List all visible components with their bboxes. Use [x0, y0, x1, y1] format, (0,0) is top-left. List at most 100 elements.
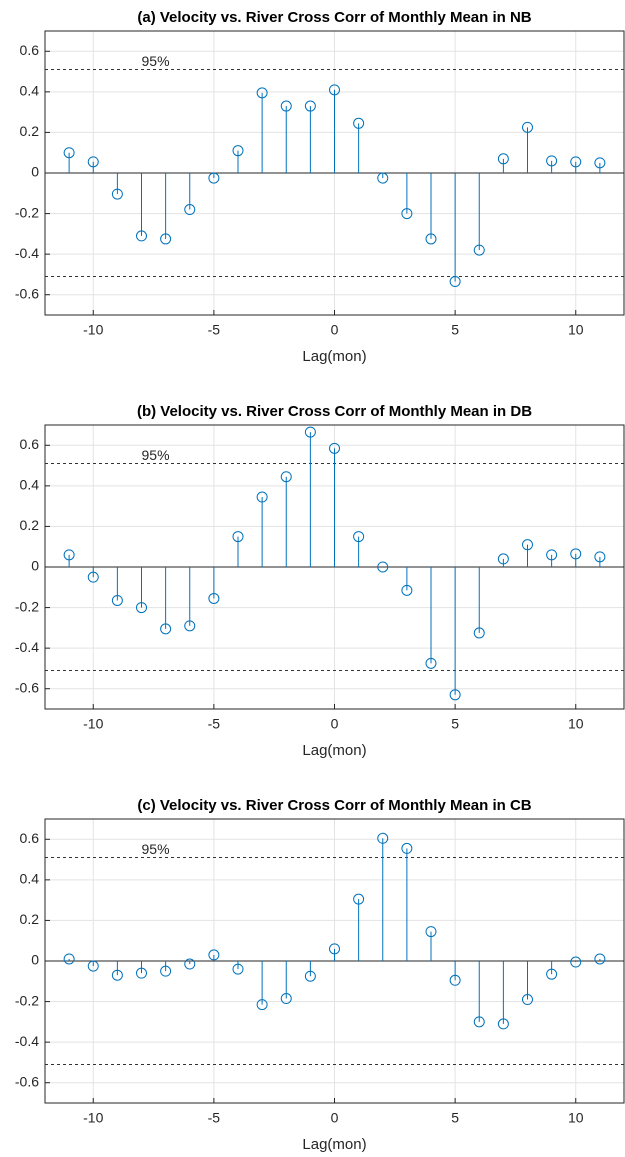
x-tick-label: -10	[83, 1110, 103, 1126]
x-axis-label: Lag(mon)	[302, 1136, 366, 1153]
x-tick-label: 0	[331, 716, 339, 732]
stem-marker	[522, 539, 533, 551]
stem-marker	[111, 188, 123, 200]
y-tick-label: 0.4	[20, 477, 40, 493]
y-tick-label: 0.6	[20, 436, 40, 452]
y-tick-label: -0.6	[15, 1073, 39, 1089]
y-tick-label: -0.4	[15, 245, 39, 261]
y-tick-label: -0.4	[15, 639, 39, 655]
stem-marker	[473, 1016, 485, 1028]
stem-marker	[304, 970, 316, 982]
stem-marker	[401, 584, 413, 596]
stem-marker	[232, 145, 244, 157]
stem-marker	[304, 426, 316, 438]
stem-marker	[401, 208, 413, 220]
y-tick-label: 0.6	[20, 42, 40, 58]
x-tick-label: -10	[83, 716, 103, 732]
x-tick-label: 0	[331, 1110, 339, 1126]
stem-marker	[377, 832, 389, 844]
stem-marker	[425, 926, 437, 938]
stem-marker	[87, 960, 99, 972]
y-tick-label: -0.2	[15, 992, 39, 1008]
stem-marker	[111, 594, 123, 606]
stem-marker	[184, 958, 196, 970]
x-tick-label: -5	[208, 716, 221, 732]
stem-marker	[570, 548, 582, 560]
stem-marker	[256, 87, 268, 99]
stem-marker	[160, 623, 172, 635]
reference-label: 95%	[142, 841, 170, 857]
x-tick-label: 10	[568, 716, 584, 732]
stem-marker	[184, 204, 196, 216]
y-tick-label: 0	[31, 558, 39, 574]
y-tick-label: -0.2	[15, 598, 39, 614]
stem-marker	[136, 602, 147, 614]
stem-marker	[570, 956, 582, 968]
stem-marker	[497, 153, 509, 165]
y-tick-label: 0.2	[20, 517, 40, 533]
stem-marker	[329, 84, 340, 96]
chart-title: (c) Velocity vs. River Cross Corr of Mon…	[137, 797, 531, 814]
stem-marker	[280, 471, 292, 483]
stem-marker	[546, 155, 558, 167]
x-axis-label: Lag(mon)	[302, 348, 366, 365]
stem-marker	[594, 551, 606, 563]
stem-marker	[473, 244, 485, 256]
x-tick-label: 10	[568, 322, 584, 338]
panel: -0.6 -0.4 -0.2 0 0.2 0.4 0.6 -10 -5 0 5 10 95% (b) Ve…	[15, 403, 625, 759]
stem-marker	[546, 968, 558, 980]
stem-marker	[425, 233, 437, 245]
stem-marker	[304, 100, 316, 112]
stem-marker	[232, 531, 244, 543]
stem-marker	[87, 571, 99, 583]
stem-marker	[329, 943, 340, 955]
stem-marker	[449, 689, 461, 701]
y-tick-label: 0	[31, 952, 39, 968]
x-tick-label: 5	[451, 322, 459, 338]
stem-marker	[353, 531, 365, 543]
y-tick-label: 0.4	[20, 871, 40, 887]
x-axis-label: Lag(mon)	[302, 742, 366, 759]
stem-marker	[184, 620, 196, 632]
panel: -0.6 -0.4 -0.2 0 0.2 0.4 0.6 -10 -5 0 5 10 95% (c) Ve…	[15, 797, 625, 1153]
stem-marker	[522, 121, 533, 133]
stem-marker	[401, 842, 413, 854]
x-tick-label: 0	[331, 322, 339, 338]
y-tick-label: 0.6	[20, 830, 40, 846]
stem-marker	[160, 233, 172, 245]
stem-marker	[280, 100, 292, 112]
stem-marker	[63, 147, 75, 159]
stem-marker	[570, 156, 582, 168]
stem-marker	[87, 156, 99, 168]
stem-marker	[473, 627, 485, 639]
stem-marker	[522, 994, 533, 1006]
stem-marker	[280, 993, 292, 1005]
y-tick-label: 0.2	[20, 123, 40, 139]
stem-marker	[208, 592, 220, 604]
stem-marker	[136, 230, 147, 242]
stem-marker	[497, 1018, 509, 1030]
x-tick-label: -10	[83, 322, 103, 338]
stem-marker	[425, 657, 437, 669]
chart-title: (b) Velocity vs. River Cross Corr of Mon…	[137, 403, 532, 420]
y-tick-label: -0.2	[15, 204, 39, 220]
reference-label: 95%	[142, 53, 170, 69]
stem-marker	[160, 965, 172, 977]
x-tick-label: -5	[208, 1110, 221, 1126]
stem-marker	[63, 953, 75, 965]
stem-marker	[546, 549, 558, 561]
y-tick-label: -0.4	[15, 1033, 39, 1049]
stem-marker	[353, 117, 365, 129]
stem-marker	[232, 963, 244, 975]
reference-label: 95%	[142, 447, 170, 463]
stem-marker	[111, 969, 123, 981]
stem-marker	[208, 949, 220, 961]
stem-marker	[449, 974, 461, 986]
y-tick-label: 0.2	[20, 911, 40, 927]
x-tick-label: 5	[451, 1110, 459, 1126]
x-tick-label: 10	[568, 1110, 584, 1126]
stem-marker	[63, 549, 75, 561]
y-tick-label: 0	[31, 164, 39, 180]
stem-marker	[449, 276, 461, 288]
